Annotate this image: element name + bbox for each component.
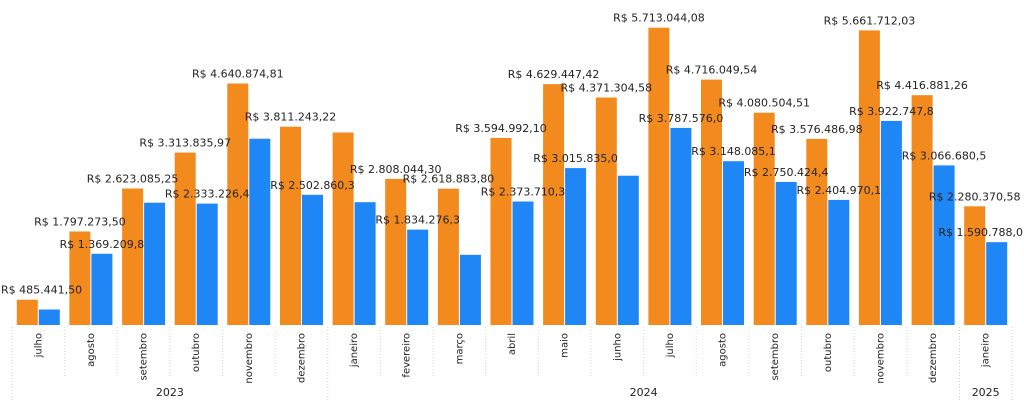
bar-series-1-5[interactable]: [227, 83, 249, 326]
data-label-series-2-13: R$ 3.787.576,0: [639, 112, 724, 125]
bar-series-1-4[interactable]: [174, 152, 196, 325]
data-label-series-1-16: R$ 3.576.486,98: [771, 123, 863, 136]
bar-series-2-4[interactable]: [196, 203, 218, 325]
x-tick-label-17: novembro: [875, 333, 886, 384]
x-tick-label-14: agosto: [718, 333, 729, 367]
bar-series-1-10[interactable]: [490, 137, 512, 325]
x-tick-label-11: maio: [560, 333, 571, 358]
data-label-series-1-15: R$ 4.080.504,51: [718, 97, 810, 110]
bar-series-1-15[interactable]: [753, 112, 775, 325]
x-tick-label-13: julho: [665, 333, 676, 358]
data-label-series-1-14: R$ 4.716.049,54: [666, 64, 758, 77]
bar-series-2-17[interactable]: [880, 120, 902, 326]
year-label-2024: 2024: [630, 386, 658, 399]
bar-series-1-11[interactable]: [543, 84, 565, 325]
bar-series-2-15[interactable]: [775, 181, 797, 325]
bar-series-1-8[interactable]: [385, 178, 407, 325]
data-label-series-1-6: R$ 3.811.243,22: [245, 111, 337, 124]
bar-series-2-6[interactable]: [302, 194, 323, 325]
bar-series-1-9[interactable]: [437, 188, 459, 325]
bar-series-2-10[interactable]: [512, 201, 534, 326]
data-label-series-2-2: R$ 1.369.209,8: [60, 238, 145, 251]
data-label-series-2-10: R$ 2.373.710,3: [481, 186, 566, 199]
x-tick-label-10: abril: [507, 333, 518, 355]
bar-series-2-11[interactable]: [565, 168, 587, 325]
x-tick-label-6: dezembro: [297, 333, 308, 383]
x-tick-label-9: março: [454, 333, 465, 364]
bar-series-2-2[interactable]: [91, 253, 113, 325]
data-label-series-1-19: R$ 2.280.370,58: [929, 190, 1021, 203]
bar-series-2-19[interactable]: [986, 242, 1008, 325]
bar-series-1-2[interactable]: [69, 231, 91, 326]
bars-layer: [16, 27, 1008, 326]
bar-series-2-12[interactable]: [617, 175, 639, 325]
bar-series-1-6[interactable]: [280, 126, 301, 325]
data-label-series-1-1: R$ 485.441,50: [1, 284, 82, 297]
bar-series-2-13[interactable]: [670, 127, 692, 326]
data-label-series-1-5: R$ 4.640.874,81: [192, 68, 284, 81]
x-tick-label-16: outubro: [823, 333, 834, 372]
bar-series-1-18[interactable]: [911, 95, 933, 325]
x-tick-label-12: junho: [612, 333, 623, 362]
data-label-series-2-6: R$ 2.502.860,3: [270, 179, 355, 192]
year-label-2023: 2023: [156, 386, 184, 399]
data-label-series-2-19: R$ 1.590.788,0: [938, 226, 1023, 239]
bar-series-2-3[interactable]: [144, 202, 166, 325]
bar-series-2-1[interactable]: [38, 309, 60, 326]
data-label-series-1-13: R$ 5.713.044,08: [613, 12, 705, 25]
x-tick-label-1: julho: [33, 333, 44, 358]
data-label-series-2-17: R$ 3.922.747,8: [849, 105, 934, 118]
x-tick-label-2: agosto: [86, 333, 97, 367]
bar-series-1-1[interactable]: [16, 299, 38, 325]
data-label-series-1-12: R$ 4.371.304,58: [560, 82, 652, 95]
data-label-series-1-9: R$ 2.618.883,80: [403, 173, 495, 186]
data-label-series-2-8: R$ 1.834.276,3: [375, 214, 460, 227]
bar-series-2-5[interactable]: [249, 138, 271, 325]
data-labels-layer: R$ 485.441,50 R$ 1.797.273,50 R$ 2.623.085…: [1, 12, 1023, 297]
x-tick-label-15: setembro: [770, 333, 781, 381]
data-label-series-1-11: R$ 4.629.447,42: [508, 68, 600, 81]
year-label-2025: 2025: [972, 386, 1000, 399]
x-tick-label-4: outubro: [191, 333, 202, 372]
bar-series-1-19[interactable]: [964, 206, 986, 325]
bar-series-1-7[interactable]: [332, 132, 354, 326]
bar-series-1-3[interactable]: [122, 188, 144, 326]
data-label-series-2-15: R$ 2.750.424,4: [744, 166, 829, 179]
x-tick-label-8: fevereiro: [402, 333, 413, 378]
data-label-series-1-8: R$ 2.808.044,30: [350, 163, 442, 176]
bar-series-1-14[interactable]: [701, 79, 722, 325]
bar-series-2-7[interactable]: [354, 202, 376, 325]
data-label-series-2-18: R$ 3.066.680,5: [902, 149, 987, 162]
x-tick-label-3: setembro: [139, 333, 150, 381]
data-label-series-1-17: R$ 5.661.712,03: [824, 14, 916, 27]
bar-series-1-16[interactable]: [806, 138, 828, 325]
bar-series-2-8[interactable]: [407, 229, 429, 325]
data-label-series-2-4: R$ 2.333.226,4: [165, 188, 250, 201]
data-label-series-1-3: R$ 2.623.085,25: [87, 173, 179, 186]
bar-series-1-13[interactable]: [648, 27, 670, 325]
data-label-series-1-4: R$ 3.313.835,97: [139, 137, 231, 150]
bar-series-2-16[interactable]: [828, 199, 850, 325]
data-label-series-2-16: R$ 2.404.970,1: [796, 184, 881, 197]
x-tick-label-18: dezembro: [928, 333, 939, 383]
data-label-series-1-10: R$ 3.594.992,10: [455, 122, 547, 135]
x-tick-label-7: janeiro: [349, 333, 360, 368]
data-label-series-2-11: R$ 3.015.835,0: [533, 152, 618, 165]
data-label-series-2-14: R$ 3.148.085,1: [691, 145, 776, 158]
bar-series-2-9[interactable]: [459, 254, 481, 325]
x-tick-label-19: janeiro: [981, 333, 992, 368]
bar-series-1-12[interactable]: [595, 97, 617, 326]
bar-series-1-17[interactable]: [858, 30, 880, 326]
data-label-series-1-2: R$ 1.797.273,50: [34, 216, 126, 229]
x-axis: julho agosto setembro outubro novembro dezemb…: [11, 327, 1013, 400]
bar-series-2-18[interactable]: [933, 165, 955, 325]
x-tick-label-5: novembro: [244, 333, 255, 384]
data-label-series-1-18: R$ 4.416.881,26: [876, 79, 968, 92]
bar-series-2-14[interactable]: [723, 161, 744, 325]
